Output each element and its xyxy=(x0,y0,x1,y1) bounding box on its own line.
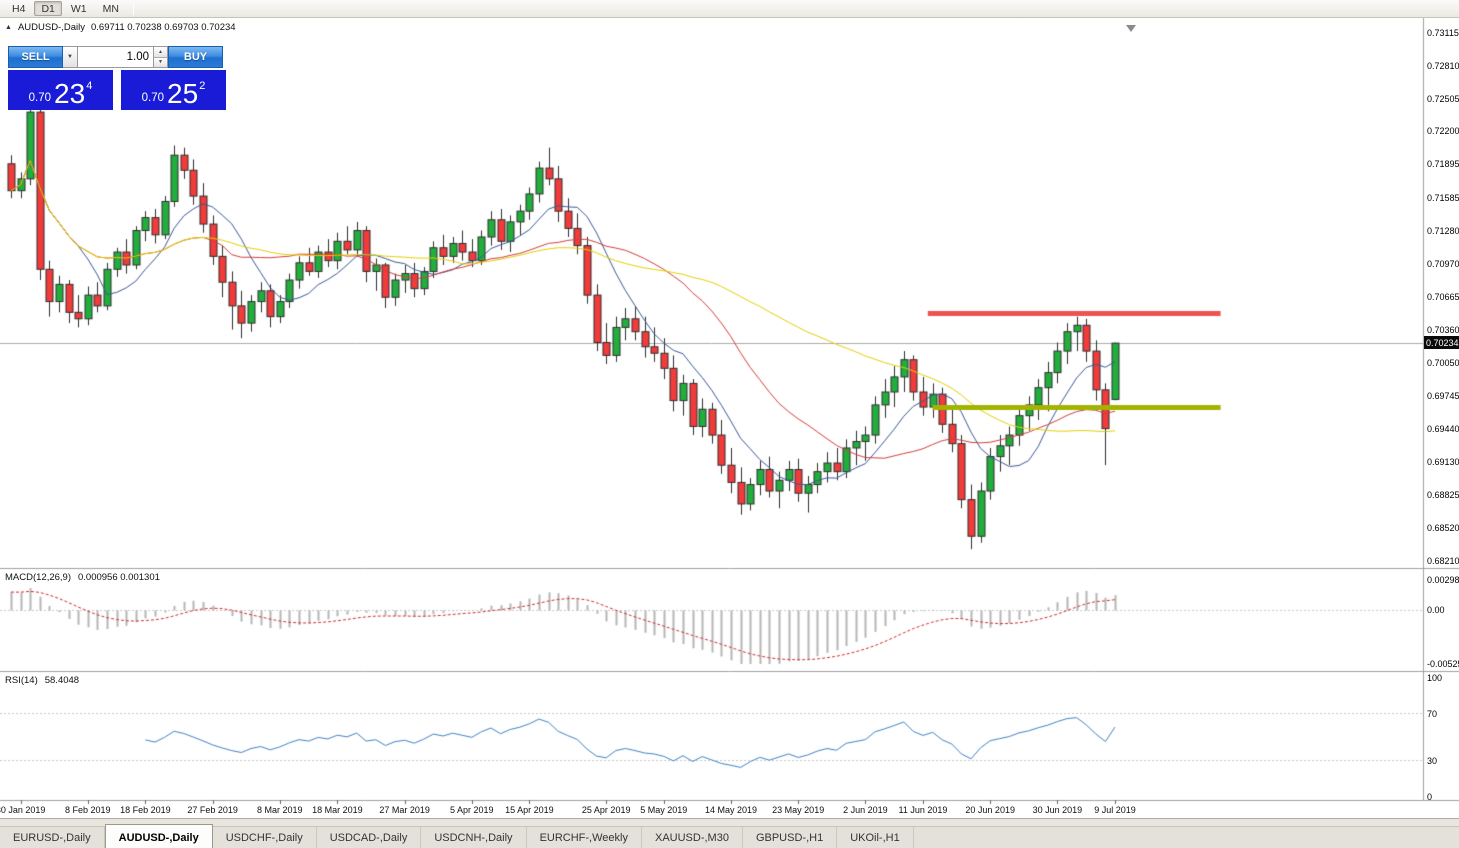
chart-tab-eurusd-daily[interactable]: EURUSD-,Daily xyxy=(0,827,105,848)
time-axis-label: 5 Apr 2019 xyxy=(450,805,494,815)
time-axis-label: 27 Feb 2019 xyxy=(187,805,238,815)
toolbar-separator xyxy=(132,2,134,15)
chart-tab-gbpusd-h1[interactable]: GBPUSD-,H1 xyxy=(743,827,838,848)
timeframe-button-h4[interactable]: H4 xyxy=(12,2,26,15)
timeframe-button-w1[interactable]: W1 xyxy=(70,2,87,15)
chart-tab-usdchf-daily[interactable]: USDCHF-,Daily xyxy=(213,827,317,848)
macd-scale-max: 0.002984 xyxy=(1427,575,1459,585)
time-axis-label: 27 Mar 2019 xyxy=(379,805,430,815)
sell-button[interactable]: SELL xyxy=(8,46,63,68)
time-axis-label: 5 May 2019 xyxy=(640,805,688,815)
price-axis-label: 0.68825 xyxy=(1427,489,1459,500)
price-axis-label: 0.72505 xyxy=(1427,93,1459,104)
spin-down-icon[interactable]: ▼ xyxy=(154,57,167,67)
price-axis-label: 0.71895 xyxy=(1427,159,1459,170)
price-axis-label: 0.70050 xyxy=(1427,357,1459,368)
chart-shift-marker-icon[interactable] xyxy=(1126,25,1136,32)
trade-prices-row: 0.70 23 4 0.70 25 2 xyxy=(8,70,226,110)
macd-scale-zero: 0.00 xyxy=(1427,605,1445,616)
buy-price-base: 0.70 xyxy=(141,92,165,104)
buy-price-point: 2 xyxy=(199,80,206,92)
chart-tab-eurchf-weekly[interactable]: EURCHF-,Weekly xyxy=(527,827,642,848)
price-axis-label: 0.70665 xyxy=(1427,291,1459,302)
buy-price-box[interactable]: 0.70 25 2 xyxy=(121,70,226,110)
chart-tab-usdcad-daily[interactable]: USDCAD-,Daily xyxy=(317,827,422,848)
rsi-axis-label: 70 xyxy=(1427,708,1438,719)
rsi-name: RSI(14) xyxy=(5,675,38,686)
time-axis-label: 14 May 2019 xyxy=(704,805,758,815)
rsi-axis-label: 100 xyxy=(1427,673,1443,683)
timeframe-button-d1[interactable]: D1 xyxy=(34,1,62,16)
rsi-indicator-label: RSI(14) 58.4048 xyxy=(5,675,79,686)
rsi-axis-label: 30 xyxy=(1427,756,1438,767)
price-axis-label: 0.72200 xyxy=(1427,126,1459,137)
time-axis-label: 30 Jan 2019 xyxy=(0,805,46,815)
time-axis-label: 9 Jul 2019 xyxy=(1094,805,1136,815)
chart-tab-ukoil-h1[interactable]: UKOil-,H1 xyxy=(837,827,914,848)
time-axis-label: 30 Jun 2019 xyxy=(1032,805,1083,815)
time-axis-label: 25 Apr 2019 xyxy=(581,805,631,815)
volume-dropdown-button[interactable]: ▼ xyxy=(63,46,78,68)
time-axis-label: 8 Feb 2019 xyxy=(65,805,111,815)
price-axis-label: 0.73115 xyxy=(1427,28,1459,38)
volume-spinner[interactable]: ▲ ▼ xyxy=(154,46,168,68)
time-axis-label: 2 Jun 2019 xyxy=(843,805,888,815)
price-axis-label: 0.69440 xyxy=(1427,423,1459,434)
rsi-axis-label: 0 xyxy=(1427,792,1433,802)
sell-price-pips: 23 xyxy=(54,78,86,109)
price-axis-label: 0.68210 xyxy=(1427,556,1459,566)
chart-symbol-label: AUDUSD-,Daily xyxy=(17,22,85,33)
timeframe-toolbar: H4 D1 W1 MN xyxy=(0,0,1459,18)
one-click-trading-panel: SELL ▼ ▲ ▼ BUY 0.70 23 4 0.70 25 2 xyxy=(8,46,226,110)
buy-button[interactable]: BUY xyxy=(168,46,223,68)
spin-up-icon[interactable]: ▲ xyxy=(154,47,167,58)
macd-values: 0.000956 0.001301 xyxy=(78,572,160,583)
current-price-badge: 0.70234 xyxy=(1424,336,1459,350)
price-axis-label: 0.71280 xyxy=(1427,225,1459,236)
current-price-value: 0.70234 xyxy=(1426,337,1459,348)
chart-tab-audusd-daily[interactable]: AUDUSD-,Daily xyxy=(104,824,213,848)
price-axis-label: 0.71585 xyxy=(1427,192,1459,203)
timeframe-button-mn[interactable]: MN xyxy=(102,2,119,15)
chart-tab-usdcnh-daily[interactable]: USDCNH-,Daily xyxy=(421,827,527,848)
chevron-down-icon: ▼ xyxy=(67,54,73,60)
chart-title: ▲ AUDUSD-,Daily 0.69711 0.70238 0.69703 … xyxy=(5,22,236,33)
time-axis-label: 18 Feb 2019 xyxy=(120,805,171,815)
time-axis-label: 15 Apr 2019 xyxy=(505,805,554,815)
chart-ohlc-values: 0.69711 0.70238 0.69703 0.70234 xyxy=(90,22,236,33)
time-axis-label: 11 Jun 2019 xyxy=(898,805,948,815)
macd-scale-min: -0.005254 xyxy=(1427,659,1459,669)
price-axis-label: 0.72810 xyxy=(1427,60,1459,71)
price-axis-label: 0.69745 xyxy=(1427,390,1459,401)
chart-tab-xauusd-m30[interactable]: XAUUSD-,M30 xyxy=(642,827,743,848)
price-axis-label: 0.70360 xyxy=(1427,324,1459,335)
trade-controls-row: SELL ▼ ▲ ▼ BUY xyxy=(8,46,226,68)
macd-name: MACD(12,26,9) xyxy=(5,572,71,583)
one-click-collapse-icon[interactable]: ▲ xyxy=(5,24,12,31)
price-axis-label: 0.69130 xyxy=(1427,456,1459,467)
macd-indicator-label: MACD(12,26,9) 0.000956 0.001301 xyxy=(5,572,160,583)
price-chart-canvas[interactable] xyxy=(0,0,1459,820)
time-axis-label: 18 Mar 2019 xyxy=(312,805,363,815)
sell-price-box[interactable]: 0.70 23 4 xyxy=(8,70,113,110)
time-axis-label: 23 May 2019 xyxy=(772,805,825,815)
rsi-value: 58.4048 xyxy=(44,675,80,686)
price-axis-label: 0.70970 xyxy=(1427,258,1459,269)
volume-input[interactable] xyxy=(78,46,154,68)
chart-tab-bar: EURUSD-,Daily AUDUSD-,Daily USDCHF-,Daily U… xyxy=(0,824,1459,848)
sell-price-point: 4 xyxy=(86,80,93,92)
time-axis-label: 8 Mar 2019 xyxy=(257,805,303,815)
buy-price-pips: 25 xyxy=(167,78,199,109)
time-axis-label: 20 Jun 2019 xyxy=(965,805,1015,815)
price-axis-label: 0.68520 xyxy=(1427,522,1459,533)
statusbar-strip xyxy=(0,818,1459,826)
timeframe-button-group: H4 D1 W1 MN xyxy=(5,1,128,16)
sell-price-base: 0.70 xyxy=(28,92,52,104)
